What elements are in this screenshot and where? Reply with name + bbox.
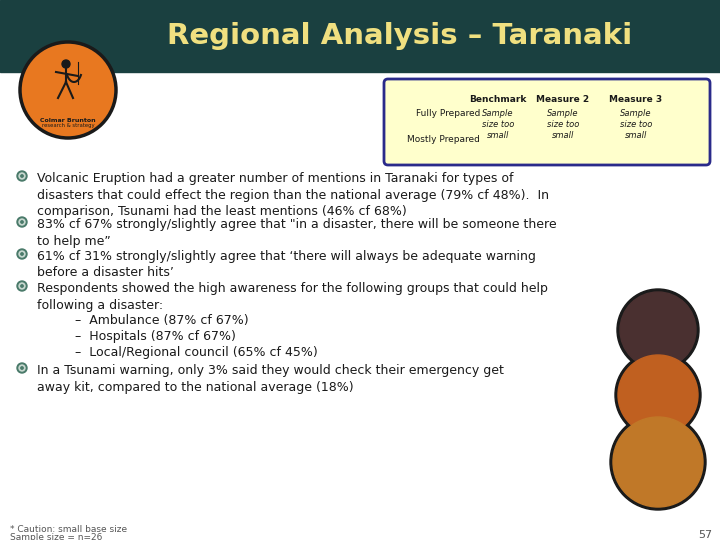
Circle shape (610, 414, 706, 510)
Text: 57: 57 (698, 530, 712, 540)
Text: –  Local/Regional council (65% cf 45%): – Local/Regional council (65% cf 45%) (75, 346, 318, 359)
Circle shape (21, 253, 23, 255)
Text: –  Hospitals (87% cf 67%): – Hospitals (87% cf 67%) (75, 330, 236, 343)
Circle shape (17, 171, 27, 181)
Text: Measure 3: Measure 3 (609, 95, 662, 104)
Circle shape (17, 249, 27, 259)
Text: Colmar Brunton: Colmar Brunton (40, 118, 96, 123)
Text: Sample
size too
small: Sample size too small (620, 109, 652, 139)
Text: Sample
size too
small: Sample size too small (482, 109, 514, 139)
Circle shape (19, 173, 25, 179)
Circle shape (21, 285, 23, 287)
Text: Mostly Prepared: Mostly Prepared (407, 135, 480, 144)
Text: 83% cf 67% strongly/slightly agree that "in a disaster, there will be someone th: 83% cf 67% strongly/slightly agree that … (37, 218, 557, 247)
Text: Measure 2: Measure 2 (536, 95, 590, 104)
Circle shape (62, 60, 70, 68)
Text: * Caution: small base size: * Caution: small base size (10, 525, 127, 534)
FancyBboxPatch shape (384, 79, 710, 165)
Circle shape (19, 283, 25, 289)
Circle shape (21, 175, 23, 177)
Text: Volcanic Eruption had a greater number of mentions in Taranaki for types of
disa: Volcanic Eruption had a greater number o… (37, 172, 549, 218)
Circle shape (19, 251, 25, 257)
Circle shape (20, 42, 116, 138)
Circle shape (620, 292, 696, 368)
Circle shape (617, 289, 699, 371)
Text: 61% cf 31% strongly/slightly agree that ‘there will always be adequate warning
b: 61% cf 31% strongly/slightly agree that … (37, 250, 536, 280)
Circle shape (17, 363, 27, 373)
Text: research & strategy: research & strategy (42, 124, 94, 129)
Circle shape (615, 352, 701, 438)
Circle shape (19, 219, 25, 225)
Text: Sample size = n=26: Sample size = n=26 (10, 533, 102, 540)
Bar (0, 0, 720, 72)
Text: Benchmark: Benchmark (469, 95, 527, 104)
Circle shape (21, 367, 23, 369)
Circle shape (618, 355, 698, 435)
Circle shape (21, 221, 23, 223)
Circle shape (17, 281, 27, 291)
Circle shape (17, 217, 27, 227)
Text: Respondents showed the high awareness for the following groups that could help
f: Respondents showed the high awareness fo… (37, 282, 548, 312)
Circle shape (19, 365, 25, 371)
Text: Regional Analysis – Taranaki: Regional Analysis – Taranaki (167, 22, 633, 50)
Text: –  Ambulance (87% cf 67%): – Ambulance (87% cf 67%) (75, 314, 248, 327)
Circle shape (613, 417, 703, 507)
Text: Fully Prepared: Fully Prepared (415, 109, 480, 118)
Text: In a Tsunami warning, only 3% said they would check their emergency get
away kit: In a Tsunami warning, only 3% said they … (37, 364, 504, 394)
Text: Sample
size too
small: Sample size too small (546, 109, 579, 139)
